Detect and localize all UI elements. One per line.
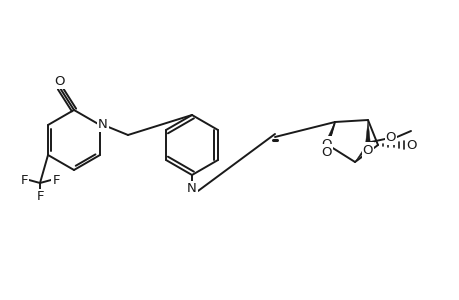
Text: O: O — [406, 139, 416, 152]
Text: O: O — [321, 146, 331, 158]
Polygon shape — [324, 122, 334, 145]
Text: F: F — [20, 173, 28, 187]
Polygon shape — [365, 120, 369, 142]
Text: F: F — [36, 190, 44, 203]
Text: O: O — [362, 143, 372, 157]
Polygon shape — [354, 141, 372, 162]
Text: O: O — [55, 74, 65, 88]
Text: N: N — [98, 118, 107, 130]
Text: F: F — [52, 173, 60, 187]
Text: O: O — [321, 137, 331, 151]
Text: O: O — [385, 130, 395, 143]
Text: N: N — [187, 182, 196, 196]
